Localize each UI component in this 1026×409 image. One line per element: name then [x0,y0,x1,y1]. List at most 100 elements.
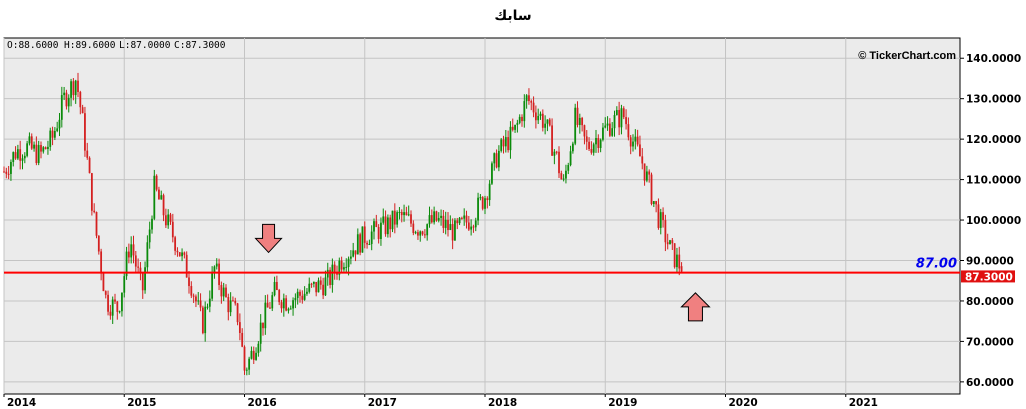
last-price-label: 87.3000 [965,271,1013,283]
candle-body [171,221,174,238]
candle-body [634,136,637,142]
candle-body [393,210,396,225]
candle-body [28,136,31,144]
candle-body [14,152,17,159]
candle-body [588,141,590,150]
candle-body [539,113,542,116]
candle-body [102,273,105,292]
candle-body [109,311,112,316]
candle-body [516,122,519,125]
candle-body [49,130,52,147]
candle-body [669,240,671,245]
y-tick-label: 130.0000 [966,94,1021,106]
candle-body [97,235,100,252]
candle-body [206,306,209,308]
candle-body [361,226,364,253]
candle-body [35,144,38,164]
candle-body [613,115,616,129]
candle-body [188,277,190,287]
candle-body [169,214,172,222]
candle-body [400,211,403,216]
y-tick-label: 70.0000 [966,336,1014,348]
candle-body [514,124,516,130]
candle-body [347,258,350,267]
candle-body [329,269,331,285]
candle-body [322,284,325,296]
candle-body [666,242,669,245]
candle-body [153,175,156,219]
candle-body [137,266,140,268]
candle-body [238,322,241,333]
candle-body [252,350,255,360]
candle-body [37,145,40,164]
candle-body [132,244,135,256]
open-readout: O:88.6000 [7,40,59,51]
candle-body [375,221,378,228]
y-axis: 60.0000 70.0000 80.0000 90.0000 100.0000 110.… [960,53,1021,389]
candle-body [454,220,456,241]
y-tick-label: 60.0000 [966,377,1014,389]
candle-body [287,308,290,311]
x-tick-label: 2021 [849,397,878,409]
candle-body [560,173,563,180]
candle-body [141,272,144,291]
candle-body [430,215,433,223]
candle-body [467,222,470,230]
candle-body [134,255,137,267]
candle-body [474,220,477,228]
candle-body [301,295,304,300]
y-tick-label: 90.0000 [966,256,1014,268]
candle-body [164,215,167,226]
candle-body [127,251,130,258]
candle-body [232,300,234,302]
candle-body [90,173,93,211]
candle-body [671,240,674,244]
candle-body [215,263,218,267]
candle-body [30,136,33,149]
candle-body [174,237,177,251]
candle-body [571,143,574,152]
candle-body [7,173,10,175]
candle-body [229,300,232,313]
candle-body [366,242,368,245]
candle-body [204,306,207,334]
plot-area [3,37,961,395]
candle-body [299,291,301,296]
candle-body [181,252,183,257]
candle-body [280,302,283,309]
candle-body [632,141,634,147]
candle-body [463,215,466,219]
candle-body [678,254,681,269]
candle-body [645,171,648,181]
candle-body [509,126,512,151]
candle-body [116,301,119,312]
up-arrow-annotation [680,292,711,322]
candle-body [537,115,540,121]
candle-body [447,219,449,231]
candle-body [40,145,42,152]
candle-body [595,138,597,145]
candle-body [433,211,436,223]
candle-body [440,215,442,218]
candle-body [551,125,553,156]
candle-body [273,281,276,296]
candle-body [629,137,632,147]
candle-body [363,226,366,243]
candle-body [167,214,170,226]
candle-body [648,171,651,175]
candle-body [77,80,79,92]
candle-body [484,198,486,209]
candle-body [158,189,160,200]
candle-body [410,214,412,224]
candle-body [144,267,146,291]
candle-body [234,300,237,304]
candle-body [319,280,322,285]
down-arrow-annotation [254,223,283,254]
candle-body [528,95,530,102]
candle-body [218,263,220,286]
candle-body [155,175,158,190]
candle-body [185,254,188,278]
candle-body [340,260,343,270]
candle-body [532,102,535,113]
